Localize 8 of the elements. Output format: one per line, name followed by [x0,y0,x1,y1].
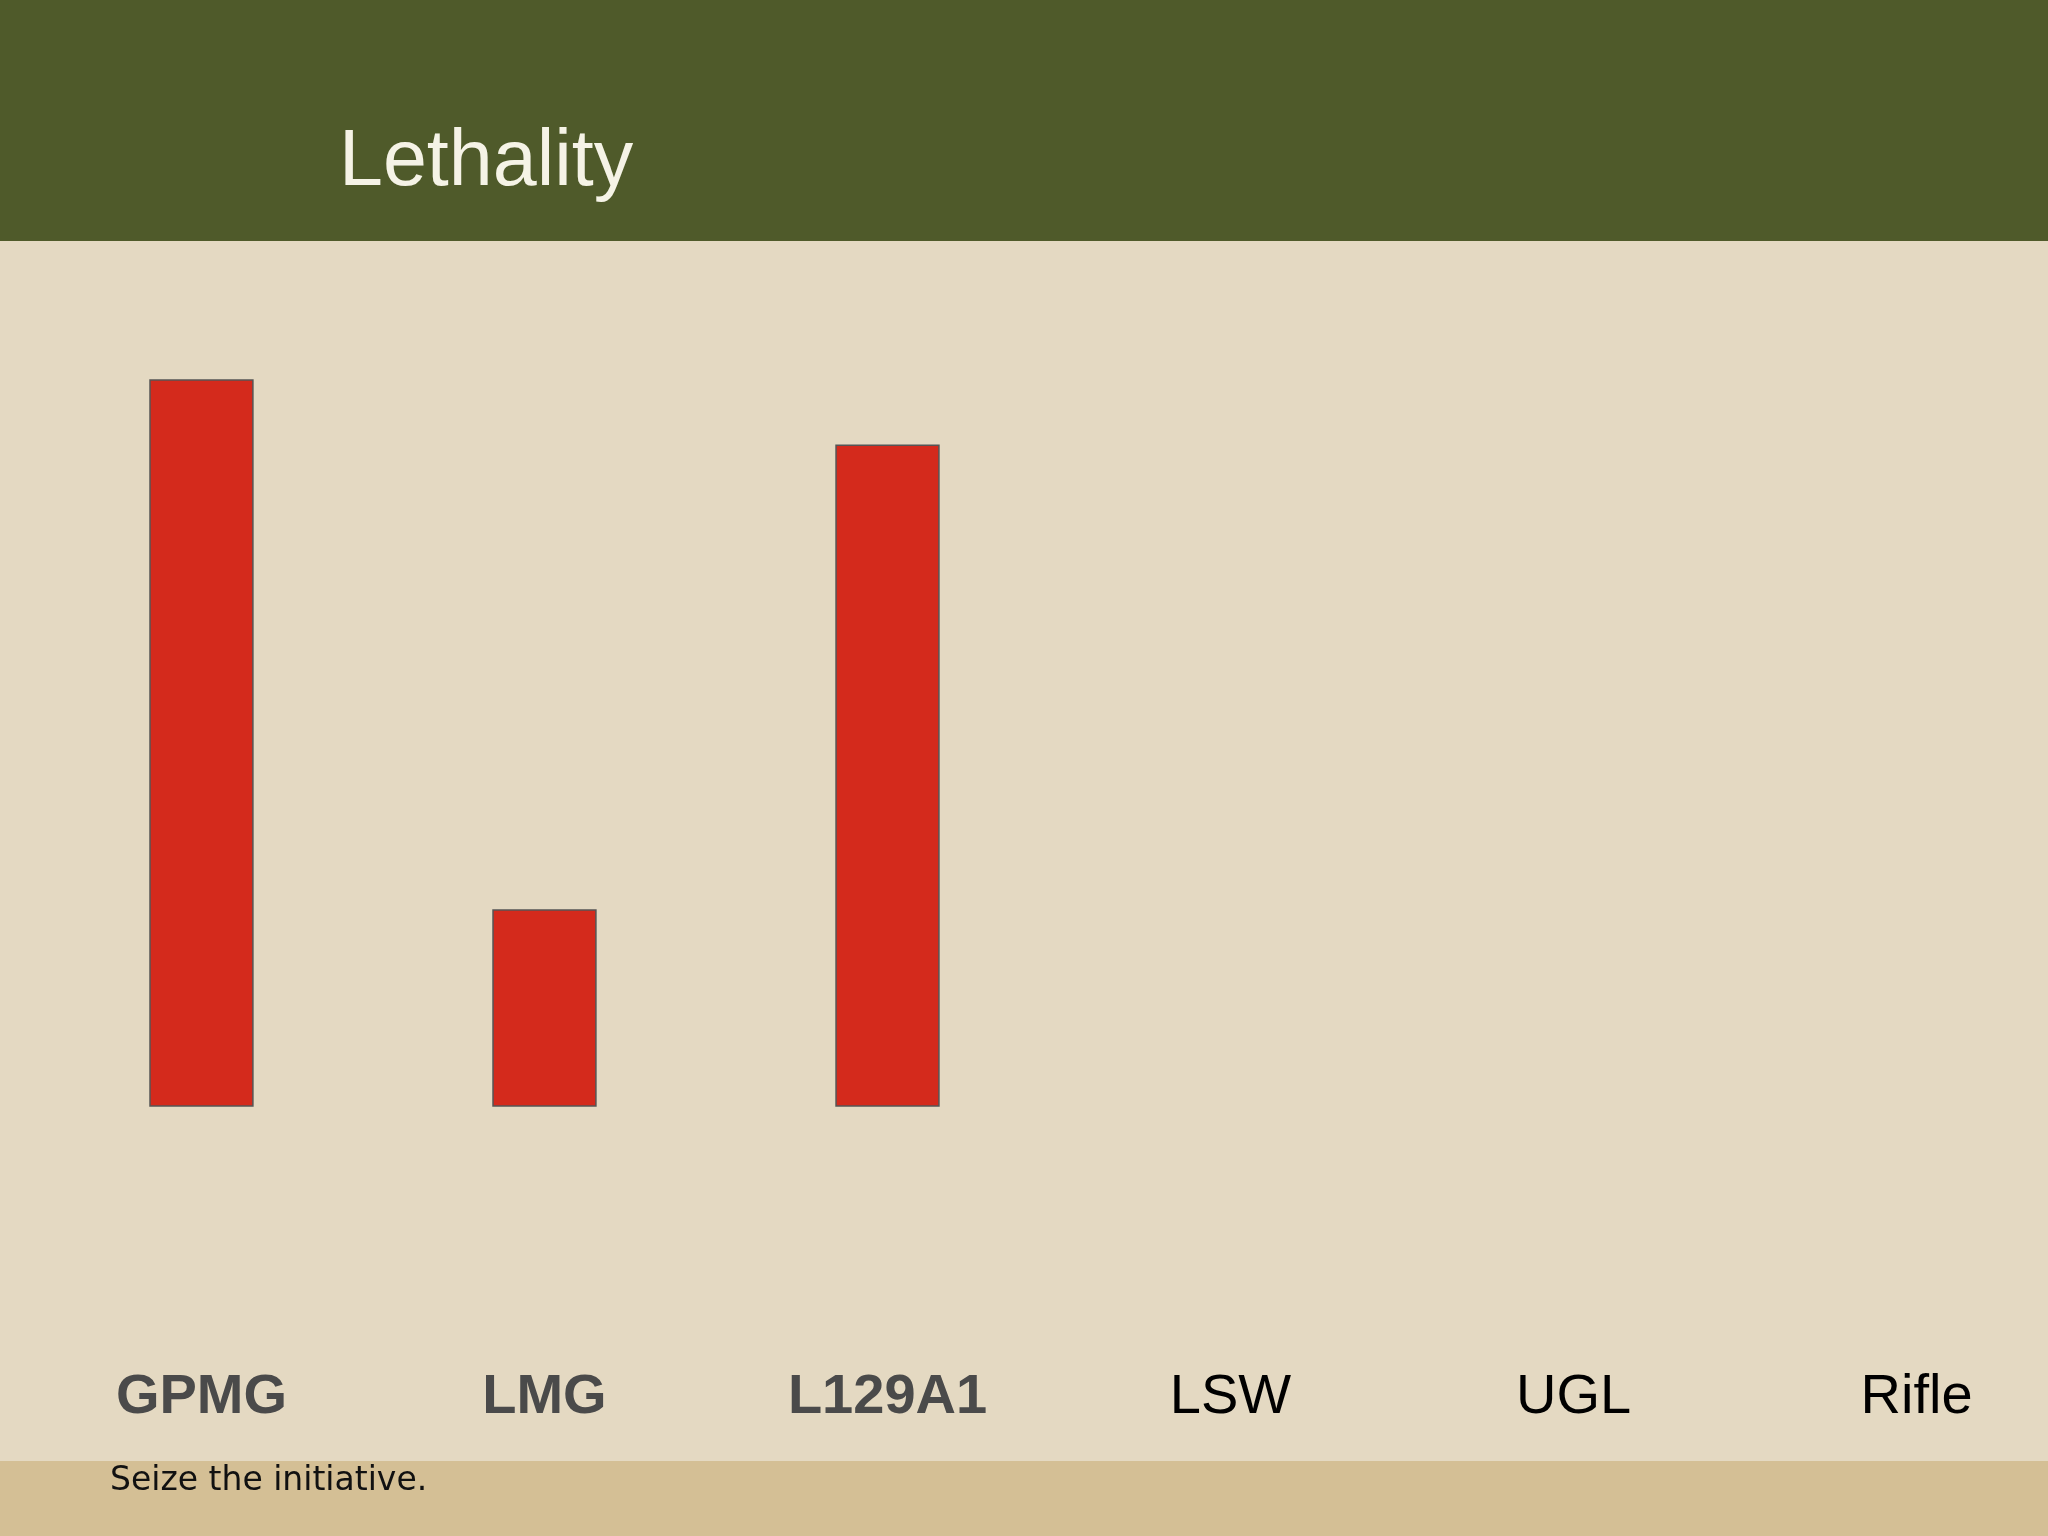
text: Seize the initiative. [110,1458,428,1500]
x-tick-label: Rifle [1860,1361,1973,1425]
x-tick-label: UGL [1515,1361,1632,1425]
chart-title: Lethality [339,113,634,203]
x-tick-label: LSW [1169,1361,1292,1425]
x-tick-label: L129A1 [787,1361,988,1425]
x-tick-label: LMG [482,1361,607,1425]
x-tick-label: GPMG [115,1361,288,1425]
